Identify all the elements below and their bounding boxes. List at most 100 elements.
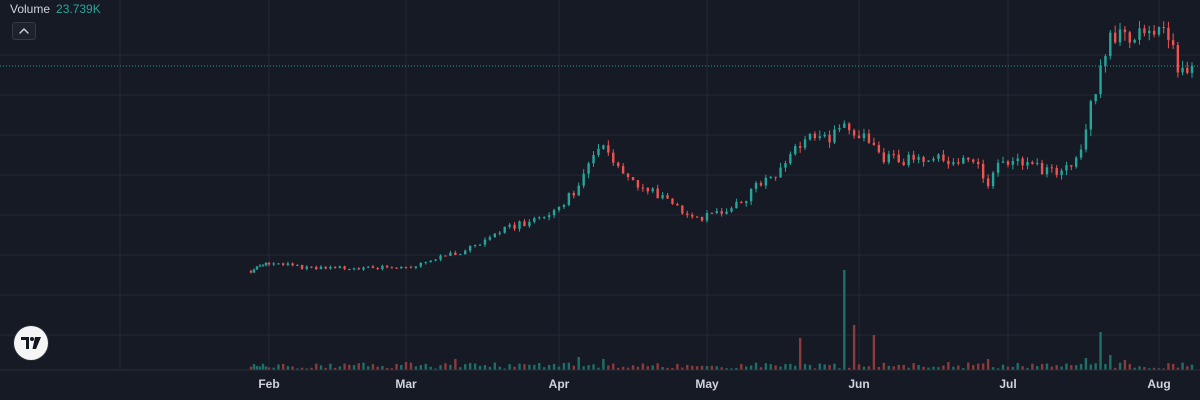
collapse-legend-button[interactable] bbox=[12, 22, 36, 40]
candle bbox=[296, 264, 299, 266]
volume-bar bbox=[847, 367, 851, 370]
candle-body bbox=[862, 133, 866, 139]
candle bbox=[996, 159, 1000, 177]
volume-bar bbox=[972, 365, 975, 370]
candle-body bbox=[258, 265, 262, 267]
candle bbox=[329, 265, 332, 270]
volume-bar bbox=[902, 364, 905, 370]
volume-bar bbox=[454, 359, 457, 370]
volume-bar bbox=[429, 366, 432, 370]
candle-body bbox=[488, 237, 492, 240]
volume-bar bbox=[277, 364, 280, 370]
candle bbox=[823, 132, 826, 138]
candle-body bbox=[602, 145, 605, 149]
volume-bar bbox=[794, 365, 797, 370]
candle bbox=[324, 266, 327, 270]
x-tick-label: Feb bbox=[258, 377, 279, 391]
volume-bar bbox=[267, 367, 271, 370]
candle-body bbox=[1050, 167, 1054, 169]
candle-body bbox=[1070, 165, 1073, 167]
candle bbox=[528, 219, 531, 228]
volume-bar bbox=[996, 368, 1000, 370]
candle bbox=[542, 216, 546, 220]
candle bbox=[1050, 164, 1054, 173]
volume-bar bbox=[562, 362, 566, 370]
volume-bar bbox=[1074, 365, 1078, 370]
candle bbox=[390, 266, 394, 269]
volume-bar bbox=[518, 363, 521, 370]
candle bbox=[255, 266, 259, 270]
candle bbox=[468, 245, 472, 253]
candle bbox=[557, 206, 561, 213]
candle-body bbox=[661, 195, 664, 199]
volume-bar bbox=[1060, 366, 1063, 370]
candle bbox=[602, 144, 605, 150]
candle-body bbox=[1060, 170, 1063, 175]
candle-body bbox=[681, 205, 684, 214]
volume-bar bbox=[333, 367, 337, 370]
time-axis: Feb Mar Apr May Jun Jul Aug bbox=[0, 369, 1200, 391]
volume-bar bbox=[1084, 358, 1088, 370]
candle bbox=[972, 158, 975, 164]
volume-bar bbox=[1138, 366, 1141, 370]
tradingview-logo[interactable] bbox=[14, 326, 48, 360]
candle-body bbox=[759, 183, 763, 186]
candle-body bbox=[818, 136, 821, 139]
candle bbox=[1099, 59, 1102, 99]
volume-bar bbox=[759, 367, 763, 370]
candle-body bbox=[376, 268, 379, 270]
candle bbox=[862, 128, 866, 142]
candle-body bbox=[892, 154, 895, 156]
volume-bar bbox=[725, 368, 728, 370]
volume-bar bbox=[542, 367, 546, 370]
candle-body bbox=[942, 154, 945, 161]
candle-body bbox=[1026, 162, 1029, 166]
candle bbox=[621, 162, 625, 174]
candle-body bbox=[1133, 39, 1136, 43]
candle-body bbox=[434, 259, 437, 261]
volume-bar bbox=[409, 362, 413, 370]
candle bbox=[582, 169, 585, 189]
candle bbox=[1152, 25, 1156, 38]
volume-bar bbox=[957, 365, 960, 370]
volume-bar bbox=[862, 366, 866, 370]
volume-bar bbox=[390, 368, 394, 370]
candle bbox=[414, 266, 418, 270]
volume-bar bbox=[1079, 363, 1083, 370]
candle bbox=[1040, 159, 1044, 175]
candle bbox=[459, 253, 462, 256]
candle-body bbox=[267, 262, 271, 265]
candle-body bbox=[1171, 40, 1175, 46]
candle bbox=[434, 258, 437, 262]
candle-body bbox=[409, 267, 413, 269]
volume-bar bbox=[617, 367, 620, 370]
volume-bar bbox=[513, 366, 516, 370]
candle bbox=[749, 188, 753, 206]
candle-body bbox=[897, 154, 900, 163]
candle-body bbox=[252, 269, 256, 273]
candle-body bbox=[319, 266, 323, 270]
candle-body bbox=[671, 198, 674, 204]
candle bbox=[857, 130, 861, 139]
candle-body bbox=[1084, 129, 1088, 150]
candle bbox=[887, 150, 890, 165]
volume-bar bbox=[572, 365, 575, 370]
candle-body bbox=[542, 217, 546, 219]
candle-body bbox=[272, 263, 275, 265]
candle-body bbox=[439, 255, 442, 260]
candle bbox=[1089, 99, 1093, 137]
candle bbox=[671, 198, 674, 205]
candle-body bbox=[444, 255, 447, 257]
volume-bar bbox=[720, 367, 723, 370]
candle bbox=[666, 192, 669, 199]
volume-bar bbox=[937, 367, 940, 370]
candle bbox=[1157, 26, 1161, 37]
candle-body bbox=[636, 180, 640, 188]
candle bbox=[587, 161, 590, 179]
candle bbox=[764, 174, 768, 189]
candle-body bbox=[932, 158, 935, 161]
candle bbox=[348, 268, 351, 271]
candle bbox=[464, 249, 467, 255]
